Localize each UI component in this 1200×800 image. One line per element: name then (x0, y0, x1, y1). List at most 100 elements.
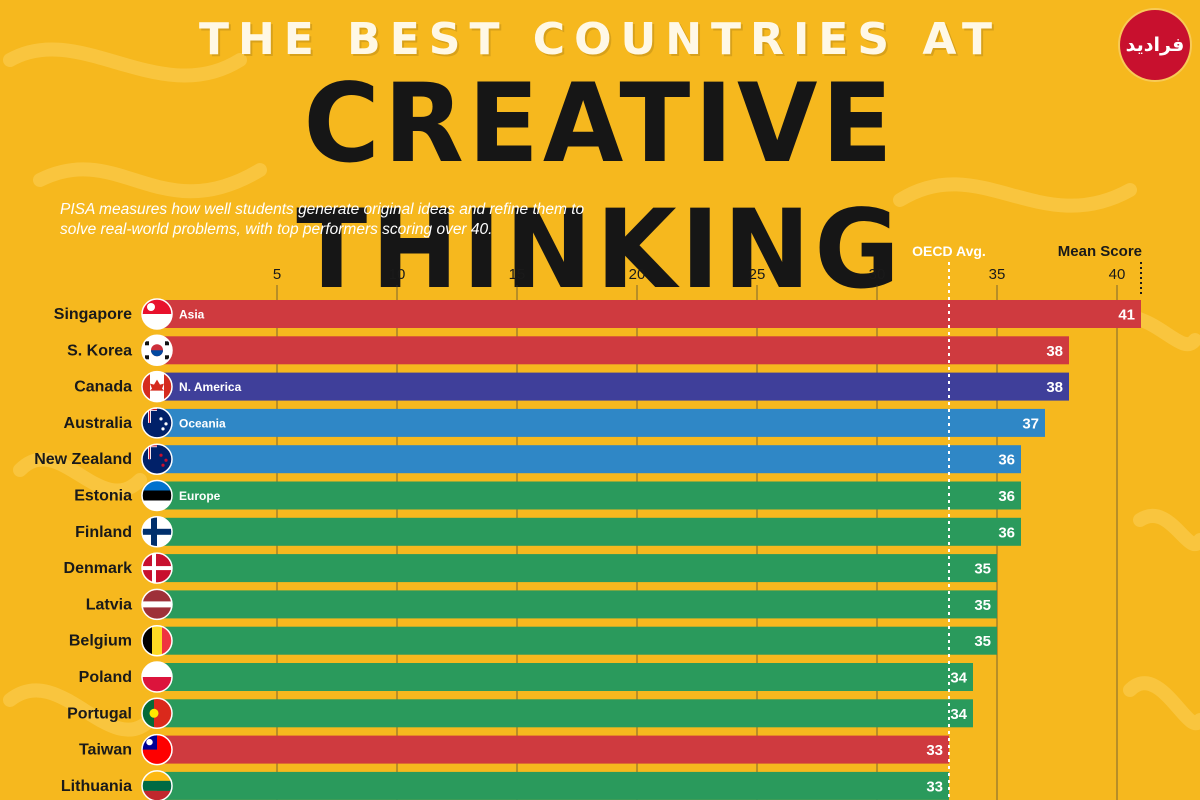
country-label: Taiwan (79, 742, 132, 759)
x-tick-label-10: 10 (389, 266, 406, 283)
flag-part (142, 480, 172, 491)
bar-s-korea (157, 336, 1069, 365)
flag-be-icon (141, 624, 173, 657)
flag-part (165, 355, 169, 360)
flag-pl-icon (141, 661, 173, 693)
flag-sg-icon (141, 298, 173, 330)
flag-kr-icon (141, 334, 173, 367)
bar-taiwan (157, 735, 949, 764)
country-label: Finland (75, 524, 132, 541)
flag-part (142, 780, 172, 791)
flag-part (145, 355, 149, 360)
country-label: New Zealand (34, 451, 132, 468)
flag-part (142, 677, 172, 692)
value-header: Mean Score (1058, 243, 1142, 260)
flag-part (151, 350, 163, 357)
publisher-logo-text: فرادید (1125, 34, 1185, 56)
flag-outline (141, 552, 173, 584)
flag-part (146, 738, 153, 746)
flag-body (142, 698, 172, 729)
flag-part (145, 341, 149, 346)
value-label: 34 (950, 670, 967, 687)
flag-body (142, 589, 172, 620)
flag-part (164, 371, 172, 402)
flag-part (159, 417, 163, 421)
bar-denmark (157, 554, 997, 583)
country-label: Singapore (54, 306, 132, 323)
value-label: 37 (1022, 415, 1039, 432)
flag-outline (141, 516, 173, 548)
country-label: Lithuania (61, 778, 132, 795)
flag-outline (141, 624, 173, 657)
publisher-logo: فرادید (1120, 10, 1190, 80)
flag-body (142, 662, 172, 692)
flag-part (148, 444, 151, 460)
x-tick-label-15: 15 (509, 266, 526, 283)
flag-au-icon (141, 407, 173, 439)
flag-outline (141, 588, 173, 621)
country-label: Belgium (69, 633, 132, 650)
flag-part (142, 314, 172, 329)
bar-new-zealand (157, 445, 1021, 474)
value-label: 33 (926, 778, 943, 795)
flag-part (154, 698, 172, 729)
bar-estonia (157, 481, 1021, 510)
oecd-average-label: OECD Avg. (912, 243, 986, 259)
bar-portugal (157, 699, 973, 728)
bar-belgium (157, 626, 997, 655)
flag-body (142, 553, 172, 584)
flag-part (150, 379, 164, 391)
country-label: S. Korea (67, 342, 132, 359)
country-label: Canada (74, 379, 132, 396)
bar-lithuania (157, 771, 949, 800)
value-label: 35 (974, 633, 991, 650)
flag-body (142, 299, 172, 329)
chart-subtitle: PISA measures how well students generate… (60, 201, 585, 238)
flag-part (148, 407, 151, 423)
region-label: Asia (179, 308, 205, 322)
flag-part (142, 698, 154, 729)
country-label: Denmark (64, 560, 133, 577)
value-label: 33 (926, 742, 943, 759)
value-label: 36 (998, 488, 1015, 505)
flag-body (142, 625, 172, 656)
flag-part (149, 708, 159, 718)
bars (157, 300, 1141, 800)
chart-kicker: THE BEST COUNTRIES AT (198, 14, 1002, 65)
flag-tw-icon (141, 733, 173, 766)
flag-outline (141, 334, 173, 367)
flag-part (164, 422, 168, 426)
flag-part (142, 500, 172, 511)
flag-outline (141, 733, 173, 766)
flag-part (142, 371, 150, 402)
flag-outline (141, 697, 173, 730)
flag-part (165, 341, 169, 346)
flag-body (142, 335, 172, 366)
value-label: 34 (950, 706, 967, 723)
flag-part (142, 770, 172, 781)
flag-outline (141, 407, 173, 439)
bar-latvia (157, 590, 997, 619)
x-tick-label-20: 20 (629, 266, 646, 283)
value-label: 38 (1046, 343, 1063, 360)
country-label: Latvia (86, 596, 132, 613)
x-tick-label-40: 40 (1109, 266, 1126, 283)
flag-part (152, 625, 162, 656)
flag-part (147, 303, 155, 311)
region-label: N. America (179, 380, 242, 394)
flag-part (142, 490, 172, 501)
flag-outline (141, 661, 173, 693)
region-label: Oceania (179, 416, 226, 430)
flag-outline (141, 479, 173, 512)
value-label: 36 (998, 452, 1015, 469)
flag-dk-icon (141, 552, 173, 584)
flag-pt-icon (141, 697, 173, 730)
flag-body (142, 516, 172, 547)
country-label: Portugal (67, 705, 132, 722)
bar-singapore (157, 300, 1141, 328)
country-label: Poland (79, 669, 132, 686)
flag-lv-icon (141, 588, 173, 621)
x-tick-label-5: 5 (273, 266, 281, 283)
